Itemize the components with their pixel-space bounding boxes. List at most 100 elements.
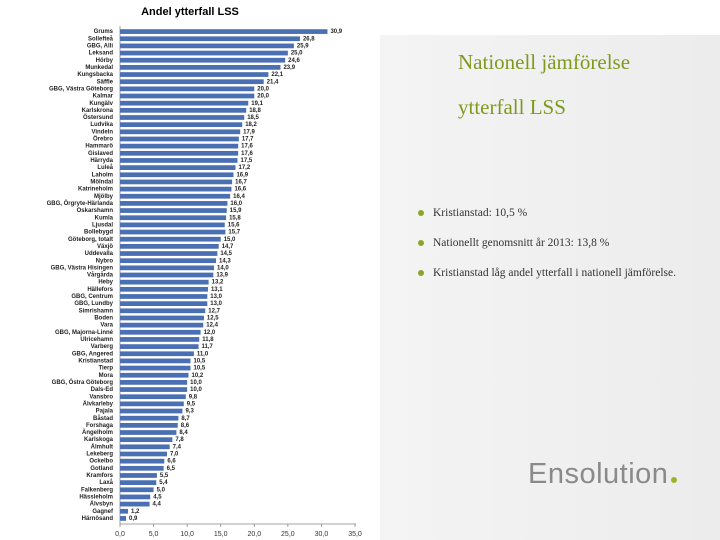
data-label: 10,0 [190,380,202,386]
data-label: 15,0 [224,237,236,243]
bar [120,215,227,221]
bar [120,365,191,371]
data-label: 14,3 [219,258,231,264]
data-label: 16,6 [234,187,246,193]
bar [120,251,218,256]
y-tick-label: Uddevalla [85,251,114,257]
bar [120,258,217,264]
bar [120,329,201,335]
data-label: 7,0 [170,452,179,458]
data-label: 5,0 [157,487,166,493]
bar [120,150,239,156]
bar [120,294,208,299]
bar [120,516,127,521]
bar [120,86,255,92]
bar [120,65,281,70]
data-label: 20,0 [257,86,269,92]
data-label: 15,6 [228,222,240,228]
bullet: Kristianstad: 10,5 % [418,203,688,224]
bar [120,344,199,349]
data-label: 12,0 [204,330,216,336]
data-label: 10,2 [191,373,203,379]
x-tick-label: 15,0 [214,531,228,538]
data-label: 13,0 [210,294,222,300]
bar [120,372,189,378]
data-label: 9,3 [185,409,194,415]
bar [120,279,209,285]
y-tick-label: GBG, Östra Göteborg [52,379,114,386]
y-tick-label: Karlskrona [82,108,114,114]
x-tick-label: 25,0 [281,531,295,538]
y-tick-label: GBG, Lundby [74,301,113,307]
y-tick-label: Älvsbyn [90,501,114,508]
bar [120,408,183,414]
y-tick-label: Bollebygd [84,230,113,236]
y-tick-label: Luleå [97,164,113,171]
bar [120,243,219,249]
data-label: 17,6 [241,144,253,150]
y-tick-label: Kungsbacka [77,72,113,78]
data-label: 14,7 [222,244,234,250]
y-tick-label: Älmhult [91,443,113,450]
y-tick-label: Örebro [93,136,113,143]
logo: Ensolution [528,458,678,491]
y-tick-label: Leksand [89,51,114,57]
x-tick-label: 30,0 [315,531,329,538]
data-label: 5,5 [160,473,169,479]
x-tick-label: 0,0 [115,531,125,538]
bar [120,337,200,342]
y-tick-label: Härnösand [82,516,114,522]
y-tick-label: Vindeln [91,129,113,135]
y-tick-label: Gotland [90,466,113,472]
y-tick-label: Ängelholm [82,429,113,436]
bar [120,487,154,493]
bar [120,265,214,271]
y-tick-label: Vara [100,323,113,329]
bar [120,93,255,99]
y-tick-label: Älvkarleby [83,400,114,407]
y-tick-label: Mjölby [94,194,114,200]
bar [120,29,328,34]
bar [120,115,245,120]
bar [120,208,227,213]
y-tick-label: Vårgårda [87,272,114,279]
data-label: 13,2 [212,280,224,286]
bar [120,272,214,278]
data-label: 18,2 [245,122,257,128]
y-tick-label: Grums [94,29,114,35]
logo-text: Ensolution [528,458,669,490]
bar [120,465,164,471]
chart: Andel ytterfall LSS 0,0 5,0 10,0 15,0 20,0 25… [47,6,362,538]
y-tick-label: Nybro [96,258,114,264]
y-tick-label: Pajala [96,409,114,415]
bullet-list: Kristianstad: 10,5 % Nationellt genomsni… [418,203,688,292]
data-label: 23,9 [283,65,295,71]
bullet: Kristianstad låg andel ytterfall i natio… [418,263,688,283]
data-label: 22,1 [271,72,283,78]
y-tick-label: GBG, Centrum [71,294,113,300]
y-tick-label: Katrineholm [78,187,113,193]
data-label: 8,4 [179,430,188,436]
data-label: 11,8 [202,337,214,343]
data-label: 12,4 [206,323,218,329]
data-label: 16,4 [233,194,245,200]
y-tick-label: GBG, Örgryte-Härlanda [47,200,114,207]
data-label: 30,9 [330,29,342,35]
data-label: 26,8 [303,36,315,42]
y-tick-label: Mora [99,373,114,379]
data-label: 11,0 [197,351,209,357]
data-label: 25,0 [291,51,303,57]
y-tick-label: GBG, Alli [87,43,113,49]
x-tick-label: 20,0 [247,531,261,538]
logo-dot [671,477,678,483]
y-tick-label: Simrishamn [79,308,114,314]
y-tick-label: Gagnef [92,509,114,515]
data-label: 21,4 [267,79,279,85]
data-label: 10,5 [194,358,206,364]
y-tick-label: Härryda [90,158,113,164]
bar [120,229,226,235]
data-label: 19,1 [251,101,263,107]
y-tick-label: Tierp [98,366,113,372]
bar [120,222,225,228]
